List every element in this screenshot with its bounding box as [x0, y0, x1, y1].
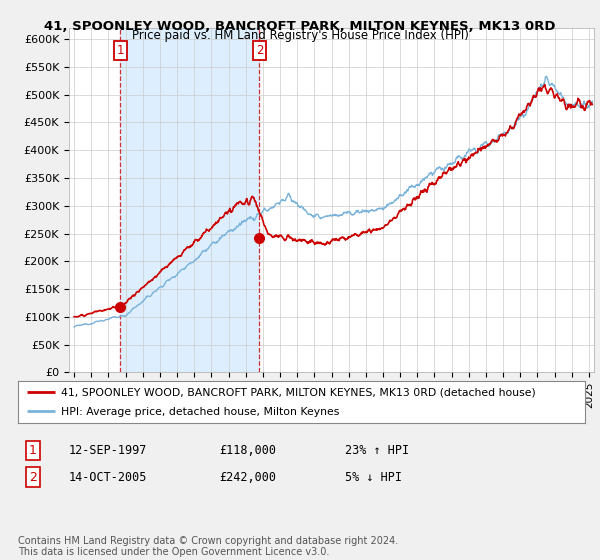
Text: Contains HM Land Registry data © Crown copyright and database right 2024.
This d: Contains HM Land Registry data © Crown c…	[18, 535, 398, 557]
Text: 2: 2	[256, 44, 263, 57]
Text: 41, SPOONLEY WOOD, BANCROFT PARK, MILTON KEYNES, MK13 0RD (detached house): 41, SPOONLEY WOOD, BANCROFT PARK, MILTON…	[61, 388, 535, 398]
Text: 14-OCT-2005: 14-OCT-2005	[69, 470, 148, 484]
Text: 12-SEP-1997: 12-SEP-1997	[69, 444, 148, 458]
Text: 1: 1	[117, 44, 124, 57]
Text: 5% ↓ HPI: 5% ↓ HPI	[345, 470, 402, 484]
Bar	[121, 28, 259, 372]
Text: 2: 2	[29, 470, 37, 484]
Text: 1: 1	[29, 444, 37, 458]
Text: HPI: Average price, detached house, Milton Keynes: HPI: Average price, detached house, Milt…	[61, 407, 339, 417]
Text: 23% ↑ HPI: 23% ↑ HPI	[345, 444, 409, 458]
Text: 41, SPOONLEY WOOD, BANCROFT PARK, MILTON KEYNES, MK13 0RD: 41, SPOONLEY WOOD, BANCROFT PARK, MILTON…	[44, 20, 556, 32]
Text: Price paid vs. HM Land Registry's House Price Index (HPI): Price paid vs. HM Land Registry's House …	[131, 29, 469, 42]
Text: £242,000: £242,000	[219, 470, 276, 484]
Text: £118,000: £118,000	[219, 444, 276, 458]
